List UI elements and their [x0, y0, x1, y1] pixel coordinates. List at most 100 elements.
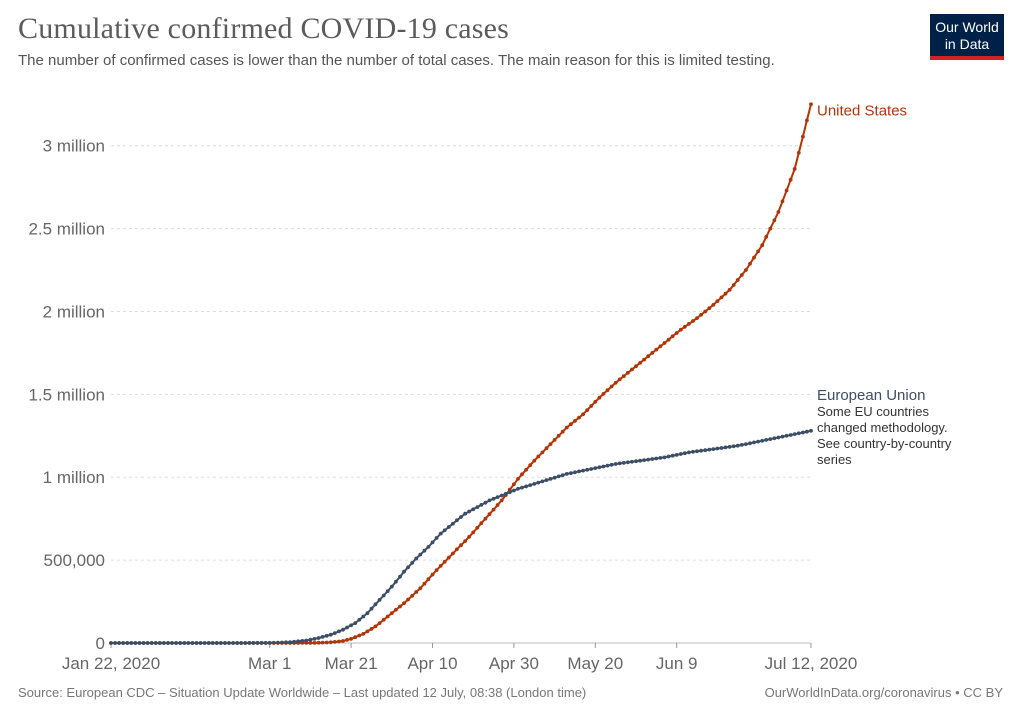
data-point [666, 337, 671, 342]
data-point [324, 640, 329, 645]
series-label-european-union[interactable]: European Union [817, 387, 925, 404]
data-point [687, 450, 691, 455]
data-point [284, 640, 288, 645]
data-point [194, 641, 199, 645]
data-point [540, 450, 545, 455]
data-point [398, 604, 402, 609]
data-point [792, 167, 797, 171]
data-point [569, 422, 573, 427]
x-tick-label: May 20 [567, 654, 623, 673]
data-point [528, 463, 533, 468]
data-point [548, 477, 553, 481]
data-point [581, 412, 585, 417]
data-point [544, 446, 549, 451]
y-tick-label: 2.5 million [28, 220, 105, 239]
owid-logo[interactable]: Our World in Data [930, 14, 1004, 60]
data-point [768, 226, 773, 231]
data-point [157, 641, 162, 645]
data-point [259, 641, 264, 645]
data-point [328, 640, 333, 645]
data-point [337, 639, 341, 644]
data-point [402, 569, 406, 574]
data-point [776, 210, 781, 214]
data-point [654, 456, 659, 461]
data-point [516, 486, 520, 491]
data-point [491, 496, 496, 501]
series-united-states[interactable] [109, 102, 813, 645]
y-tick-label: 2 million [43, 302, 105, 321]
data-point [414, 556, 419, 561]
data-point [516, 477, 520, 481]
data-point [361, 632, 366, 636]
data-point [442, 528, 447, 533]
data-point [304, 638, 309, 643]
data-point [418, 586, 423, 591]
data-point [149, 641, 154, 645]
data-point [345, 625, 349, 630]
site-credit[interactable]: OurWorldInData.org/coronavirus • CC BY [764, 685, 1003, 700]
series-european-union[interactable] [109, 428, 813, 645]
data-point [471, 530, 476, 535]
data-point [463, 539, 467, 543]
data-point [739, 443, 744, 447]
data-point [471, 507, 476, 512]
data-point [809, 428, 813, 433]
data-point [369, 627, 374, 631]
data-point [520, 485, 524, 490]
data-point [438, 531, 443, 536]
data-point [731, 444, 736, 449]
data-point [292, 639, 296, 644]
data-point [560, 473, 565, 478]
data-point [699, 448, 703, 453]
data-point [723, 291, 728, 296]
data-point [711, 447, 716, 451]
data-point [389, 584, 394, 589]
series-line[interactable] [111, 429, 812, 644]
data-point [446, 525, 451, 529]
data-point [341, 639, 345, 643]
data-point [373, 624, 378, 629]
data-point [788, 433, 793, 437]
data-point [316, 640, 321, 645]
data-point [638, 458, 642, 463]
data-point [593, 399, 598, 404]
data-point [609, 384, 614, 389]
data-point [369, 606, 374, 611]
data-point [703, 448, 708, 453]
data-point [650, 351, 655, 355]
data-point [536, 454, 541, 459]
data-point [491, 507, 496, 512]
data-point [495, 495, 500, 499]
data-point [719, 446, 724, 450]
data-point [235, 641, 240, 645]
data-point [133, 641, 138, 645]
data-point [357, 633, 362, 638]
data-point [459, 515, 463, 519]
data-point [654, 347, 659, 352]
data-point [503, 491, 508, 496]
data-point [414, 590, 419, 594]
data-point [332, 631, 337, 635]
data-point [711, 303, 716, 307]
data-point [764, 235, 769, 239]
x-axis-ticks: Jan 22, 2020 Mar 1 Mar 21 Apr 10 Apr 30 May 2… [62, 643, 857, 673]
data-point [687, 322, 691, 326]
data-point [642, 357, 646, 362]
data-point [109, 641, 113, 645]
data-point [597, 465, 602, 470]
data-point [638, 361, 642, 365]
data-point [642, 458, 646, 462]
data-point [626, 460, 630, 465]
series-label-united-states[interactable]: United States [817, 102, 907, 119]
data-point [324, 633, 329, 638]
data-point [451, 521, 455, 526]
x-tick-label: Jul 12, 2020 [765, 654, 858, 673]
logo-line-1: Our World [935, 19, 999, 35]
data-point [349, 637, 353, 641]
data-point [573, 419, 577, 423]
series-line[interactable] [111, 104, 812, 644]
data-point [377, 621, 382, 625]
data-point [430, 540, 435, 545]
data-point [727, 288, 732, 292]
